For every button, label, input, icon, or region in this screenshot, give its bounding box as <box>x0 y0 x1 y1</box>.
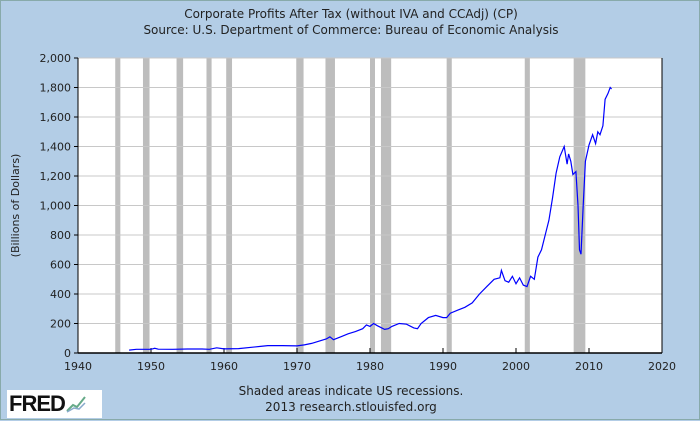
chart-icon <box>66 396 86 413</box>
fred-logo[interactable]: FRED <box>7 390 102 418</box>
y-tick-label: 1,400 <box>40 141 72 154</box>
y-tick-label: 600 <box>50 259 71 272</box>
x-tick-label: 1990 <box>429 360 457 373</box>
x-tick-label: 1970 <box>283 360 311 373</box>
x-tick-label: 1940 <box>64 360 92 373</box>
x-tick-label: 2010 <box>575 360 603 373</box>
y-tick-label: 1,000 <box>40 200 72 213</box>
y-tick-label: 1,800 <box>40 82 72 95</box>
y-tick-label: 0 <box>64 347 71 360</box>
x-tick-label: 1960 <box>210 360 238 373</box>
y-tick-label: 800 <box>50 229 71 242</box>
x-tick-label: 2000 <box>502 360 530 373</box>
x-tick-label: 2020 <box>648 360 676 373</box>
chart-subtitle: Source: U.S. Department of Commerce: Bur… <box>143 23 559 37</box>
chart-title: Corporate Profits After Tax (without IVA… <box>184 7 518 21</box>
y-tick-label: 200 <box>50 318 71 331</box>
recession-note: Shaded areas indicate US recessions. <box>238 384 464 398</box>
x-tick-label: 1980 <box>356 360 384 373</box>
fred-logo-text: FRED <box>9 391 66 416</box>
y-axis-label: (Billions of Dollars) <box>9 154 22 258</box>
y-tick-label: 1,200 <box>40 170 72 183</box>
series-line-cp <box>129 86 613 351</box>
y-tick-label: 400 <box>50 288 71 301</box>
x-tick-label: 1950 <box>137 360 165 373</box>
y-tick-label: 2,000 <box>40 52 72 65</box>
source-credit: 2013 research.stlouisfed.org <box>265 400 437 414</box>
y-tick-label: 1,600 <box>40 111 72 124</box>
